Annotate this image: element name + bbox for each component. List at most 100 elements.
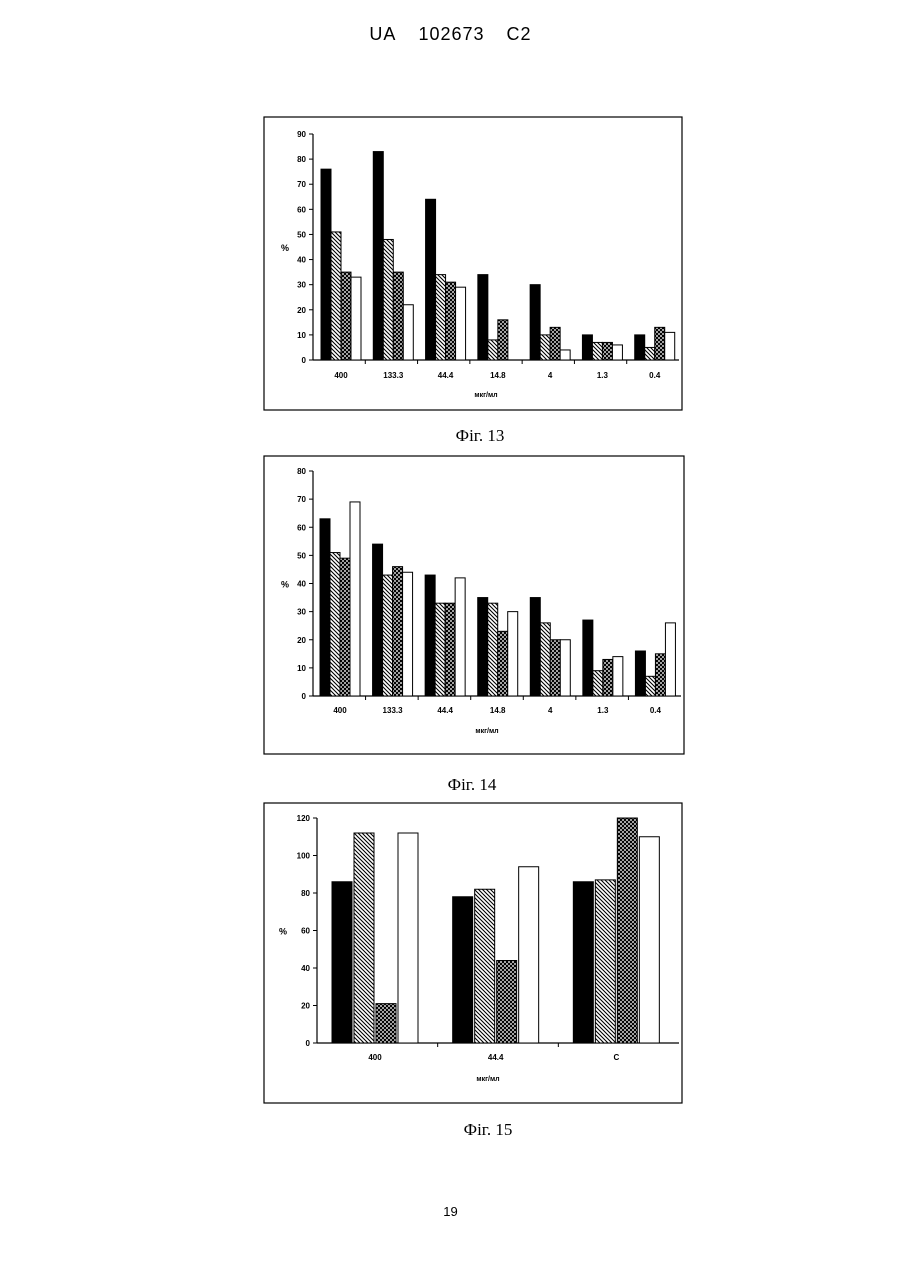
y-tick-label: 50 <box>297 551 306 560</box>
x-tick-label: 0.4 <box>650 706 662 715</box>
y-tick-label: 10 <box>297 331 306 340</box>
y-tick-label: 120 <box>297 814 311 823</box>
y-tick-label: 30 <box>297 608 306 617</box>
y-tick-label: 80 <box>297 155 306 164</box>
x-axis-label: мкг/мл <box>476 1076 499 1083</box>
y-tick-label: 60 <box>297 523 306 532</box>
x-tick-label: 0.4 <box>649 371 661 380</box>
bar-hatch <box>488 340 498 360</box>
y-tick-label: 80 <box>297 467 306 476</box>
y-tick-label: 50 <box>297 230 306 239</box>
bar-white <box>351 277 361 360</box>
header-number: 102673 <box>418 24 484 44</box>
x-axis-label: мкг/мл <box>475 728 498 735</box>
bar-solid <box>426 199 436 360</box>
bar-solid <box>373 152 383 360</box>
y-tick-label: 40 <box>297 580 306 589</box>
bar-crosshatch <box>655 327 665 360</box>
bar-crosshatch <box>341 272 351 360</box>
x-tick-label: 44.4 <box>438 371 454 380</box>
bar-solid <box>478 598 488 696</box>
bar-solid <box>478 275 488 360</box>
bar-crosshatch <box>617 818 637 1043</box>
bar-crosshatch <box>603 659 613 696</box>
bar-hatch <box>593 671 603 696</box>
y-tick-label: 20 <box>297 636 306 645</box>
y-tick-label: 0 <box>302 356 307 365</box>
bar-crosshatch <box>655 654 665 696</box>
figure-15-chart: 020406080100120%40044.4Cмкг/мл <box>263 802 683 1104</box>
y-axis-label: % <box>281 580 289 590</box>
bar-white <box>508 612 518 696</box>
bar-crosshatch <box>340 558 350 696</box>
figure-14-caption: Фіг. 14 <box>372 775 572 795</box>
bar-solid <box>583 620 593 696</box>
bar-crosshatch <box>446 282 456 360</box>
y-axis-label: % <box>281 243 289 253</box>
bar-white <box>560 640 570 696</box>
bar-white <box>613 657 623 696</box>
x-tick-label: 4 <box>548 371 553 380</box>
bar-white <box>456 287 466 360</box>
bar-hatch <box>645 347 655 360</box>
bar-crosshatch <box>602 342 612 360</box>
bar-crosshatch <box>445 603 455 696</box>
y-tick-label: 10 <box>297 664 306 673</box>
bar-crosshatch <box>393 272 403 360</box>
bar-hatch <box>354 833 374 1043</box>
bar-white <box>455 578 465 696</box>
bar-hatch <box>645 676 655 696</box>
figure-13-caption: Фіг. 13 <box>380 426 580 446</box>
bar-white <box>560 350 570 360</box>
bar-white <box>398 833 418 1043</box>
x-tick-label: 400 <box>334 371 348 380</box>
bar-white <box>665 332 675 360</box>
x-tick-label: 44.4 <box>488 1053 504 1062</box>
bar-white <box>665 623 675 696</box>
y-tick-label: 90 <box>297 130 306 139</box>
bar-hatch <box>435 603 445 696</box>
y-tick-label: 20 <box>297 306 306 315</box>
bar-crosshatch <box>498 320 508 360</box>
bar-crosshatch <box>393 567 403 696</box>
bar-white <box>403 305 413 360</box>
bar-white <box>403 572 413 696</box>
x-tick-label: C <box>613 1053 619 1062</box>
bar-solid <box>321 169 331 360</box>
bar-white <box>639 837 659 1043</box>
header-country: UA <box>369 24 396 44</box>
bar-hatch <box>330 553 340 696</box>
figure-15-caption: Фіг. 15 <box>388 1120 588 1140</box>
bar-hatch <box>540 335 550 360</box>
y-tick-label: 60 <box>297 205 306 214</box>
bar-solid <box>425 575 435 696</box>
x-tick-label: 400 <box>333 706 347 715</box>
bar-hatch <box>488 603 498 696</box>
bar-solid <box>453 897 473 1043</box>
y-tick-label: 80 <box>301 889 310 898</box>
bar-hatch <box>383 239 393 360</box>
bar-solid <box>530 285 540 360</box>
x-tick-label: 14.8 <box>490 706 506 715</box>
page-number: 19 <box>0 1204 901 1219</box>
bar-solid <box>332 882 352 1043</box>
bar-crosshatch <box>376 1004 396 1043</box>
bar-hatch <box>436 275 446 360</box>
y-tick-label: 70 <box>297 495 306 504</box>
x-tick-label: 133.3 <box>383 706 404 715</box>
x-axis-label: мкг/мл <box>474 392 497 399</box>
bar-hatch <box>540 623 550 696</box>
y-tick-label: 100 <box>297 852 311 861</box>
y-tick-label: 0 <box>306 1039 311 1048</box>
bar-solid <box>530 598 540 696</box>
bar-hatch <box>383 575 393 696</box>
bar-crosshatch <box>550 327 560 360</box>
bar-crosshatch <box>550 640 560 696</box>
y-tick-label: 40 <box>297 256 306 265</box>
x-tick-label: 44.4 <box>437 706 453 715</box>
bar-solid <box>373 544 383 696</box>
bar-crosshatch <box>498 631 508 696</box>
y-tick-label: 20 <box>301 1002 310 1011</box>
x-tick-label: 1.3 <box>597 371 609 380</box>
y-tick-label: 60 <box>301 927 310 936</box>
